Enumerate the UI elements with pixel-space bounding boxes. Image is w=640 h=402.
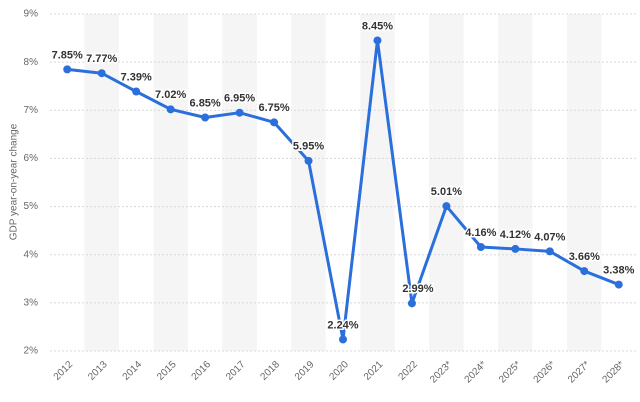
x-tick-label: 2023* [428, 359, 454, 385]
value-label: 3.38% [603, 264, 634, 276]
x-tick-label: 2021 [362, 359, 386, 383]
value-label: 6.95% [224, 93, 255, 105]
y-tick-label: 2% [24, 346, 39, 357]
x-tick-label: 2025* [497, 359, 523, 385]
value-label: 5.01% [431, 186, 462, 198]
column-band [222, 14, 257, 351]
point [580, 267, 589, 276]
value-label: 6.85% [190, 97, 221, 109]
value-label: 7.85% [52, 49, 83, 61]
point [304, 156, 313, 165]
column-band [360, 14, 395, 351]
value-label: 5.95% [293, 141, 324, 153]
column-band [567, 14, 602, 351]
y-tick-label: 5% [24, 201, 39, 212]
value-label: 7.77% [86, 53, 117, 65]
point [339, 335, 347, 344]
point [63, 65, 72, 74]
y-axis-title: GDP year-on-year change [9, 123, 20, 240]
x-tick-label: 2015 [155, 359, 179, 383]
value-label: 3.66% [569, 251, 600, 263]
y-tick-label: 3% [24, 297, 39, 308]
point [511, 244, 520, 253]
x-tick-label: 2014 [121, 359, 145, 383]
point [270, 118, 279, 127]
x-tick-label: 2024* [463, 359, 489, 385]
y-tick-label: 4% [24, 249, 39, 260]
point [97, 69, 106, 78]
column-band [429, 14, 464, 351]
point [614, 280, 623, 289]
value-label: 7.39% [121, 71, 152, 83]
value-label: 8.45% [362, 20, 393, 32]
point [545, 247, 554, 256]
value-label: 6.75% [258, 102, 289, 114]
x-tick-label: 2022 [396, 359, 420, 383]
x-tick-label: 2020 [327, 359, 351, 383]
value-label: 2.99% [402, 283, 433, 295]
point [476, 243, 485, 252]
point [166, 105, 175, 114]
point [132, 87, 141, 96]
value-label: 2.24% [327, 319, 358, 331]
x-tick-label: 2017 [224, 359, 248, 383]
y-tick-label: 8% [24, 57, 39, 68]
column-band [498, 14, 533, 351]
x-tick-label: 2013 [86, 359, 110, 383]
point [201, 113, 210, 122]
y-tick-label: 7% [24, 105, 39, 116]
x-tick-label: 2028* [600, 359, 626, 385]
y-tick-label: 9% [24, 9, 39, 20]
point [442, 202, 451, 211]
point [407, 299, 416, 308]
value-label: 7.02% [155, 89, 186, 101]
line [67, 38, 620, 341]
point [235, 108, 244, 117]
x-tick-label: 2027* [566, 359, 592, 385]
point [373, 36, 382, 45]
x-tick-label: 2016 [190, 359, 214, 383]
column-band [153, 14, 188, 351]
column-band [291, 14, 326, 351]
value-label: 4.16% [465, 227, 496, 239]
x-tick-label: 2026* [532, 359, 558, 385]
value-label: 4.12% [500, 229, 531, 241]
x-tick-label: 2019 [293, 359, 317, 383]
y-tick-label: 6% [24, 153, 39, 164]
value-label: 4.07% [534, 231, 565, 243]
x-tick-label: 2012 [52, 359, 76, 383]
x-tick-label: 2018 [259, 359, 283, 383]
